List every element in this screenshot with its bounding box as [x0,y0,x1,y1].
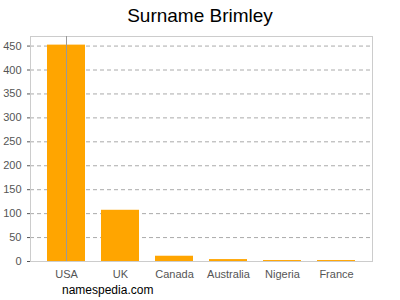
svg-text:50: 50 [9,231,21,243]
svg-text:USA: USA [55,268,78,280]
svg-text:300: 300 [3,111,21,123]
svg-text:France: France [319,268,353,280]
svg-text:450: 450 [3,40,21,52]
svg-text:Canada: Canada [155,268,194,280]
html-text:Surname Brimley: Surname Brimley [127,5,273,26]
svg-text:Australia: Australia [207,268,251,280]
html-text:namespedia.com: namespedia.com [62,283,154,297]
svg-text:UK: UK [113,268,129,280]
svg-text:200: 200 [3,159,21,171]
svg-text:0: 0 [15,255,21,267]
svg-text:250: 250 [3,135,21,147]
svg-text:150: 150 [3,183,21,195]
svg-text:350: 350 [3,87,21,99]
svg-text:100: 100 [3,207,21,219]
svg-text:400: 400 [3,64,21,76]
svg-text:Nigeria: Nigeria [265,268,301,280]
